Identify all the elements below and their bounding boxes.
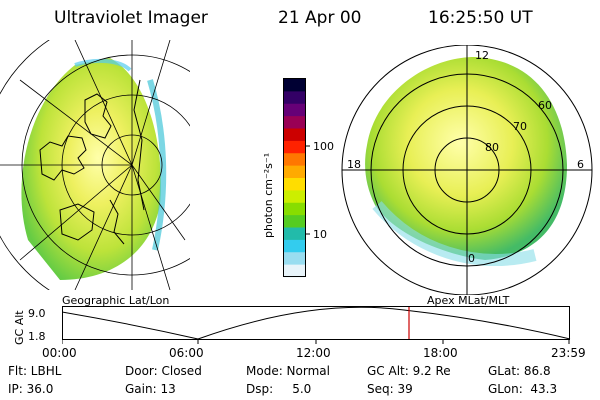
colorbar-segment bbox=[284, 202, 305, 216]
x-tick-06-00: 06:00 bbox=[169, 346, 204, 360]
altitude-ytick-9: 9.0 bbox=[28, 307, 46, 320]
status-seq: Seq: 39 bbox=[367, 382, 413, 396]
status-dsp: Dsp: 5.0 bbox=[246, 382, 312, 396]
x-tick-00-00: 00:00 bbox=[42, 346, 77, 360]
status-glon: GLon: 43.3 bbox=[488, 382, 558, 396]
colorbar bbox=[283, 78, 310, 278]
mlt-label-0: 0 bbox=[468, 252, 475, 265]
colorbar-segment bbox=[284, 227, 305, 241]
colorbar-segment bbox=[284, 215, 305, 228]
status-ip: IP: 36.0 bbox=[8, 382, 54, 396]
colorbar-tick-10: 10 bbox=[313, 228, 327, 241]
polar-grid bbox=[341, 45, 593, 295]
colorbar-segment bbox=[284, 79, 305, 92]
x-tick-23-59: 23:59 bbox=[551, 346, 586, 360]
colorbar-segment bbox=[284, 190, 305, 204]
colorbar-segment bbox=[284, 116, 305, 129]
date-label: 21 Apr 00 bbox=[278, 8, 362, 28]
colorbar-label: photon cm⁻²s⁻¹ bbox=[262, 152, 275, 238]
auroral-emission-left bbox=[21, 58, 161, 280]
polar-plot bbox=[341, 45, 593, 295]
mlt-label-12: 12 bbox=[475, 49, 489, 62]
colorbar-segment bbox=[284, 128, 305, 142]
colorbar-segment bbox=[284, 153, 305, 167]
lat-label-60: 60 bbox=[538, 99, 552, 112]
altitude-ylabel: GC Alt bbox=[13, 310, 26, 345]
colorbar-tick-100: 100 bbox=[313, 140, 334, 153]
altitude-ytick-1-8: 1.8 bbox=[28, 330, 46, 343]
geographic-grid bbox=[0, 40, 190, 290]
status-glat: GLat: 86.8 bbox=[488, 364, 551, 378]
colorbar-segment bbox=[284, 178, 305, 191]
geographic-image bbox=[0, 40, 190, 290]
status-mode: Mode: Normal bbox=[246, 364, 330, 378]
colorbar-segment bbox=[284, 91, 305, 105]
altitude-plot bbox=[62, 306, 571, 344]
colorbar-segment bbox=[284, 239, 305, 253]
status-gain: Gain: 13 bbox=[125, 382, 176, 396]
x-tick-18-00: 18:00 bbox=[423, 346, 458, 360]
auroral-oval bbox=[365, 57, 567, 260]
colorbar-segment bbox=[284, 103, 305, 117]
lat-label-70: 70 bbox=[513, 120, 527, 133]
status-door: Door: Closed bbox=[125, 364, 202, 378]
altitude-curve bbox=[62, 306, 571, 340]
status-gc-alt: GC Alt: 9.2 Re bbox=[367, 364, 451, 378]
colorbar-segment bbox=[284, 252, 305, 266]
lat-label-80: 80 bbox=[485, 141, 499, 154]
right-panel-label: Apex MLat/MLT bbox=[427, 294, 510, 307]
status-flt: Flt: LBHL bbox=[8, 364, 62, 378]
time-label: 16:25:50 UT bbox=[428, 8, 533, 28]
colorbar-segment bbox=[284, 264, 305, 278]
instrument-title: Ultraviolet Imager bbox=[54, 8, 208, 28]
mlt-label-18: 18 bbox=[347, 158, 361, 171]
colorbar-segment bbox=[284, 165, 305, 179]
x-tick-12-00: 12:00 bbox=[296, 346, 331, 360]
mlt-label-6: 6 bbox=[577, 158, 584, 171]
colorbar-segment bbox=[284, 140, 305, 154]
left-panel-label: Geographic Lat/Lon bbox=[62, 294, 170, 307]
coastlines bbox=[39, 79, 145, 245]
